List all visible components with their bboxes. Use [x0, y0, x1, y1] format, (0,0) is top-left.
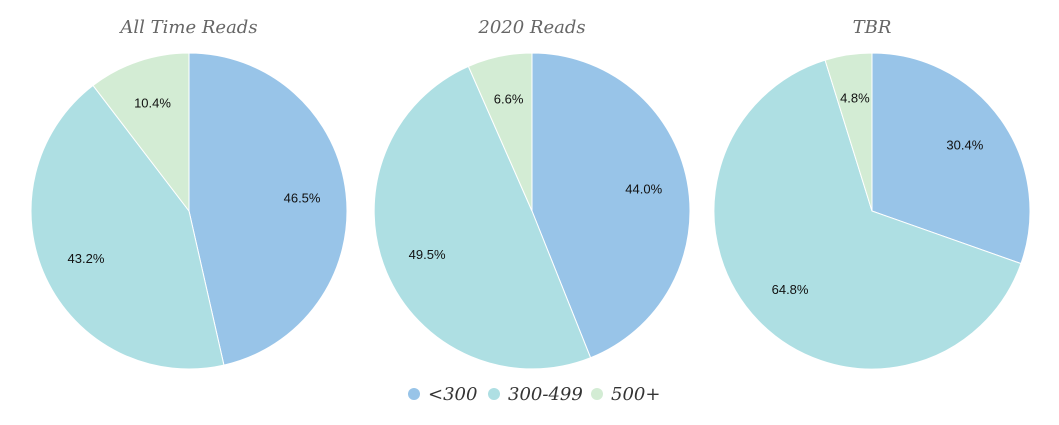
legend-item[interactable]: <300: [408, 384, 477, 405]
legend: <300 300-499 500+: [408, 384, 660, 405]
pie-chart-group: All Time Reads 46.5% 43.2% 10.4% 2020 Reads 4…: [30, 17, 1031, 370]
legend-swatch: [591, 388, 603, 400]
slice-percent-label: 4.8%: [840, 91, 870, 106]
legend-item[interactable]: 300-499: [488, 384, 583, 405]
pie-title: All Time Reads: [118, 17, 257, 38]
legend-item[interactable]: 500+: [591, 384, 660, 405]
slice-percent-label: 10.4%: [134, 95, 171, 110]
pie-slice-lt300[interactable]: [188, 52, 348, 366]
slice-percent-label: 43.2%: [68, 251, 105, 266]
pie-chart-1: All Time Reads 46.5% 43.2% 10.4%: [30, 17, 348, 370]
pie-slice-r300_499[interactable]: [713, 59, 1022, 370]
pie-slice-gt500[interactable]: [824, 52, 873, 212]
pie-chart-3: TBR 30.4% 64.8% 4.8%: [713, 17, 1031, 370]
pie-title: TBR: [853, 17, 892, 38]
legend-label: 500+: [611, 384, 660, 405]
legend-swatch: [408, 388, 420, 400]
pie-slice-r300_499[interactable]: [373, 65, 592, 370]
slice-percent-label: 44.0%: [625, 182, 662, 197]
pie-chart-2: 2020 Reads 44.0% 49.5% 6.6%: [373, 17, 691, 370]
pie-slice-gt500[interactable]: [467, 52, 533, 212]
pie-slice-lt300[interactable]: [531, 52, 691, 359]
slice-percent-label: 64.8%: [772, 282, 809, 297]
pie-slice-lt300[interactable]: [871, 52, 1031, 265]
slice-percent-label: 30.4%: [946, 137, 983, 152]
pie-title: 2020 Reads: [477, 17, 585, 38]
slice-percent-label: 49.5%: [409, 247, 446, 262]
legend-label: <300: [428, 384, 477, 405]
slice-percent-label: 46.5%: [284, 190, 321, 205]
legend-swatch: [488, 388, 500, 400]
slice-percent-label: 6.6%: [494, 92, 524, 107]
pie-slice-r300_499[interactable]: [30, 84, 225, 370]
pie-slice-gt500[interactable]: [92, 52, 190, 213]
legend-label: 300-499: [508, 384, 583, 405]
